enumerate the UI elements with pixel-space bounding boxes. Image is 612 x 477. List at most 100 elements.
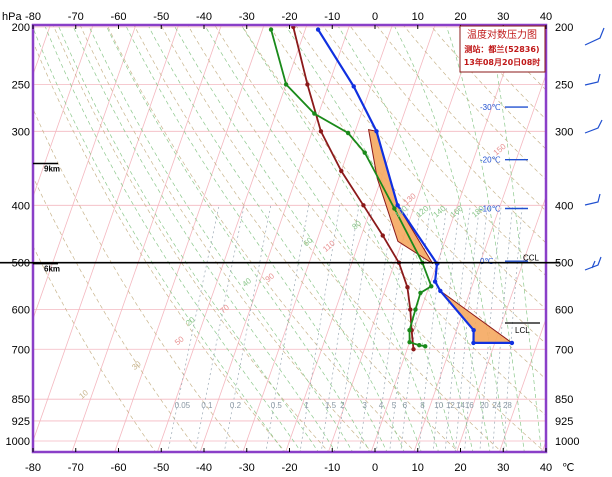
- dewpoint-point: [345, 130, 351, 136]
- mixing-ratio-label: 12: [446, 401, 455, 410]
- moist-adiabat: [286, 26, 474, 452]
- p-tick-right: 400: [555, 200, 573, 212]
- parcel-point: [315, 27, 321, 32]
- adiabat-label: 80: [350, 218, 363, 231]
- x-tick-top: -40: [196, 11, 212, 23]
- temperature-point: [305, 82, 310, 87]
- adiabat-label: 120: [414, 204, 430, 220]
- mixing-ratio-line: [418, 205, 448, 452]
- info-station: 测站：都兰(52836): [464, 44, 539, 54]
- x-tick-bottom: -10: [324, 462, 340, 474]
- wind-barb: [584, 119, 603, 134]
- height-label: 6km: [44, 265, 60, 274]
- dewpoint-point: [413, 307, 418, 312]
- moist-adiabat: [174, 26, 422, 452]
- dry-adiabat: [33, 40, 286, 452]
- isotherm: [413, 73, 546, 452]
- info-title: 温度对数压力图: [467, 28, 537, 41]
- wind-barbs: [584, 27, 605, 271]
- temperature-point: [361, 203, 366, 208]
- dry-adiabat: [214, 25, 546, 416]
- mixing-ratio-label: 0.05: [175, 401, 191, 410]
- dry-adiabat: [375, 25, 546, 212]
- p-tick-left: 300: [12, 126, 30, 138]
- mixing-ratio-line: [265, 205, 310, 452]
- parcel-point: [374, 129, 379, 134]
- isotherm: [541, 439, 546, 452]
- dry-adiabat: [580, 14, 612, 454]
- dewpoint-point: [407, 327, 412, 333]
- mixing-ratio-label: 3: [362, 401, 367, 410]
- moist-adiabat: [33, 27, 285, 452]
- p-tick-left: 500: [12, 258, 30, 270]
- temperature-point: [411, 347, 416, 352]
- isotherm-label: -10℃: [480, 204, 501, 213]
- dewpoint-point: [417, 342, 422, 348]
- mixing-ratio-line: [479, 205, 502, 452]
- dry-adiabat: [106, 25, 416, 452]
- dewpoint-point: [423, 344, 428, 349]
- temperature-point: [318, 129, 324, 134]
- isotherm: [0, 14, 12, 454]
- dewpoint-point: [283, 82, 289, 87]
- isotherm: [242, 25, 393, 452]
- parcel-line: [317, 29, 512, 344]
- isotherm-label: 0℃: [480, 257, 493, 266]
- x-tick-bottom: -30: [239, 462, 255, 474]
- x-tick-bottom: 0: [372, 462, 378, 474]
- info-box-frame: [459, 25, 546, 73]
- x-tick-bottom: 30: [497, 462, 509, 474]
- moist-adiabat: [126, 26, 388, 452]
- moist-adiabat: [88, 26, 354, 452]
- parcel-point: [351, 84, 356, 89]
- isotherm-label: -30℃: [480, 103, 501, 112]
- ccl-label: CCL: [523, 254, 540, 263]
- parcel-point: [509, 340, 515, 346]
- grid-layer: [0, 14, 612, 454]
- mixing-ratio-label: 4: [379, 401, 384, 410]
- mixing-ratio-line: [503, 205, 523, 452]
- temperature-point: [339, 168, 344, 174]
- x-tick-top: -50: [153, 11, 169, 23]
- moist-adiabat: [394, 26, 508, 452]
- mixing-ratio-line: [432, 205, 460, 452]
- dry-adiabat: [33, 107, 243, 452]
- mixing-ratio-label: 16: [465, 401, 474, 410]
- p-tick-right: 700: [555, 344, 573, 356]
- mixing-ratio-line: [194, 205, 245, 452]
- adiabat-label: 130: [402, 191, 418, 207]
- dry-adiabat: [133, 25, 459, 452]
- mixing-ratio-line: [455, 205, 480, 452]
- moist-adiabat: [338, 26, 491, 452]
- wind-barb: [584, 73, 601, 86]
- temperature-point: [408, 307, 413, 312]
- x-tick-top: -80: [25, 11, 41, 23]
- temperature-line: [292, 26, 415, 350]
- p-tick-right: 500: [555, 258, 573, 270]
- parcel-point: [471, 340, 476, 346]
- moist-adiabat: [106, 26, 371, 452]
- x-tick-bottom: -80: [25, 462, 41, 474]
- x-tick-top: -60: [111, 11, 127, 23]
- dry-adiabat: [429, 25, 546, 150]
- mixing-ratio-label: 1.5: [325, 401, 337, 410]
- moist-adiabat: [73, 26, 336, 452]
- mixing-ratio-label: 1: [304, 401, 309, 410]
- axis-layer: -80 -80 -70 -70 -60 -60 -50 -50 -40 -40 -30 -30 -20 -…: [0, 11, 579, 474]
- parcel-point: [432, 279, 438, 284]
- dry-adiabat: [187, 25, 546, 452]
- mixing-ratio-line: [223, 205, 272, 452]
- parcel-point: [438, 288, 443, 294]
- p-tick-left: 250: [12, 79, 30, 91]
- p-tick-left: 1000: [6, 436, 30, 448]
- adiabat-label: 90: [264, 271, 277, 284]
- series-layer: [268, 25, 515, 352]
- isotherm: [33, 25, 137, 321]
- moist-adiabat: [205, 26, 439, 452]
- isotherm: [498, 317, 546, 452]
- adiabat-label: 160: [449, 204, 465, 220]
- isotherm: [370, 25, 522, 452]
- isotherm: [33, 25, 180, 443]
- x-tick-bottom: 40: [540, 462, 552, 474]
